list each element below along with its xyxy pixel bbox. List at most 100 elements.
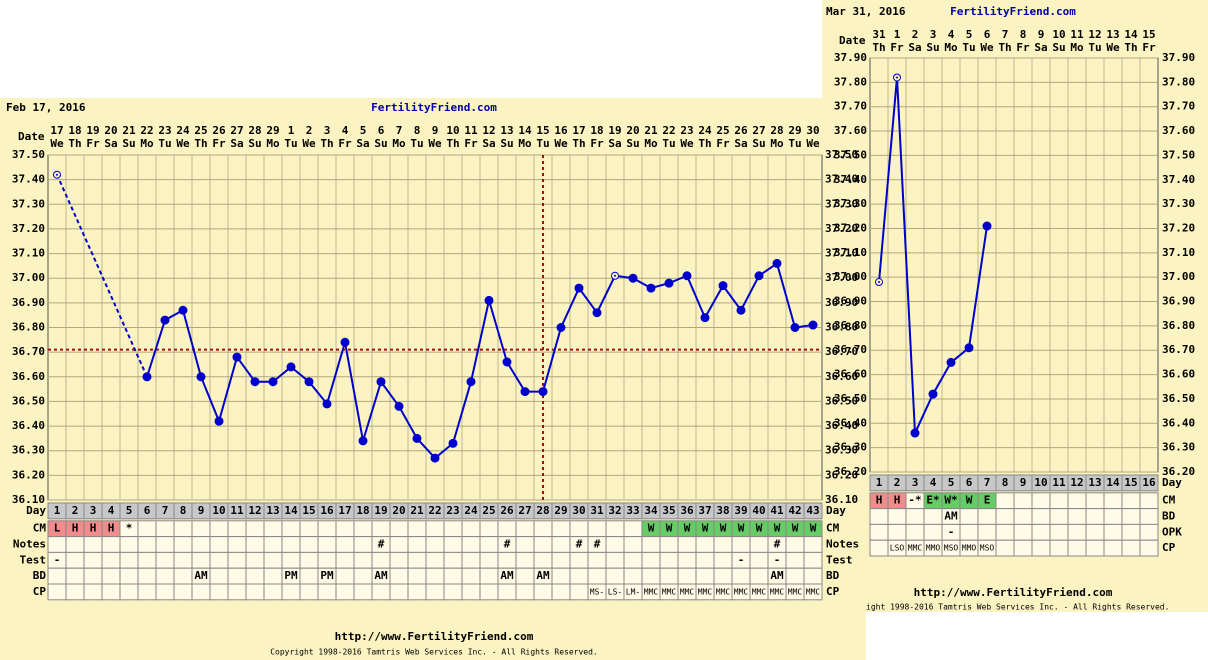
table-cell <box>155 551 175 569</box>
temperature-point <box>448 438 458 448</box>
table-cell <box>47 583 67 601</box>
cell-text: MMC <box>734 587 749 596</box>
table-cell <box>227 536 247 553</box>
table-cell <box>1013 539 1033 557</box>
y-tick-label: 36.30 <box>12 444 45 457</box>
y-tick-label: 36.10 <box>12 493 45 506</box>
table-cell <box>461 551 481 569</box>
table-cell <box>623 536 643 553</box>
date-number: 9 <box>1038 28 1045 41</box>
weekday: Sa <box>104 137 117 150</box>
y-tick-label: 37.70 <box>834 100 867 113</box>
day-number: 18 <box>356 504 369 517</box>
weekday: Mo <box>644 137 658 150</box>
table-cell <box>191 551 211 569</box>
y-tick-label: 36.40 <box>834 416 867 429</box>
cell-text: LSO <box>890 544 905 553</box>
table-cell <box>407 536 427 553</box>
date-number: 6 <box>984 28 991 41</box>
day-number: 27 <box>518 504 531 517</box>
table-cell <box>749 567 769 585</box>
cell-text: E <box>984 494 991 507</box>
y-tick-label: 36.20 <box>12 468 45 481</box>
day-number: 35 <box>662 504 675 517</box>
weekday: Su <box>626 137 639 150</box>
gap-connector <box>56 174 148 378</box>
table-cell <box>407 567 427 585</box>
weekday: Th <box>320 137 333 150</box>
y-tick-label: 36.70 <box>12 345 45 358</box>
open-point-dot <box>56 173 58 176</box>
table-cell <box>443 551 463 569</box>
table-cell <box>83 551 103 569</box>
cell-text: # <box>576 538 583 551</box>
table-cell <box>227 551 247 569</box>
weekday: Su <box>1052 41 1065 54</box>
day-number: 1 <box>54 504 61 517</box>
weekday: Mo <box>140 137 154 150</box>
cell-text: W <box>966 494 973 507</box>
table-cell <box>281 583 301 601</box>
table-cell <box>803 536 823 553</box>
day-number: 9 <box>1020 476 1027 489</box>
weekday: Fr <box>86 137 100 150</box>
table-cell <box>425 567 445 585</box>
weekday: Sa <box>230 137 243 150</box>
table-cell <box>1103 539 1123 557</box>
copyright: Copyright 1998-2016 Tamtris Web Services… <box>270 648 598 657</box>
table-cell <box>713 551 733 569</box>
weekday: Tu <box>662 137 675 150</box>
table-cell <box>1031 492 1051 510</box>
date-number: 23 <box>680 124 693 137</box>
y-tick-label: 37.60 <box>834 124 867 137</box>
table-cell <box>977 523 997 541</box>
table-cell <box>785 567 805 585</box>
cell-text: LM- <box>626 587 640 596</box>
weekday: Sa <box>1034 41 1047 54</box>
table-cell <box>713 536 733 553</box>
weekday: We <box>428 137 442 150</box>
cell-text: -* <box>908 494 921 507</box>
day-number: 8 <box>180 504 187 517</box>
temperature-point <box>808 320 818 330</box>
day-number: 1 <box>876 476 883 489</box>
copyright: ight 1998-2016 Tamtris Web Services Inc.… <box>866 603 1169 612</box>
table-cell <box>605 520 625 538</box>
day-number: 28 <box>536 504 549 517</box>
weekday: Th <box>194 137 207 150</box>
weekday: Tu <box>1088 41 1101 54</box>
day-number: 15 <box>302 504 315 517</box>
date-number: 4 <box>948 28 955 41</box>
row-label: CM <box>826 522 840 535</box>
table-cell <box>65 583 85 601</box>
table-cell <box>191 520 211 538</box>
weekday: Fr <box>1142 41 1156 54</box>
table-cell <box>749 536 769 553</box>
date-number: 29 <box>788 124 801 137</box>
row-label: Notes <box>13 538 46 551</box>
table-cell <box>785 536 805 553</box>
y-tick-label: 36.20 <box>1162 465 1195 478</box>
weekday: Th <box>998 41 1011 54</box>
day-number: 14 <box>284 504 298 517</box>
temperature-point <box>430 453 440 463</box>
cell-text: L <box>54 522 61 535</box>
table-cell <box>65 536 85 553</box>
y-tick-label: 37.10 <box>1162 246 1195 259</box>
day-number: 42 <box>788 504 801 517</box>
table-cell <box>263 520 283 538</box>
table-cell <box>1139 508 1159 525</box>
row-label: BD <box>1162 510 1176 523</box>
date-number: 8 <box>414 124 421 137</box>
table-cell <box>335 520 355 538</box>
table-cell <box>515 551 535 569</box>
cell-text: AM <box>500 569 514 582</box>
temperature-point <box>538 387 548 397</box>
table-cell <box>389 567 409 585</box>
temperature-point <box>700 313 710 323</box>
table-cell <box>353 583 373 601</box>
table-cell <box>83 536 103 553</box>
chart-date: Mar 31, 2016 <box>826 5 906 18</box>
table-cell <box>533 520 553 538</box>
cell-text: # <box>504 538 511 551</box>
